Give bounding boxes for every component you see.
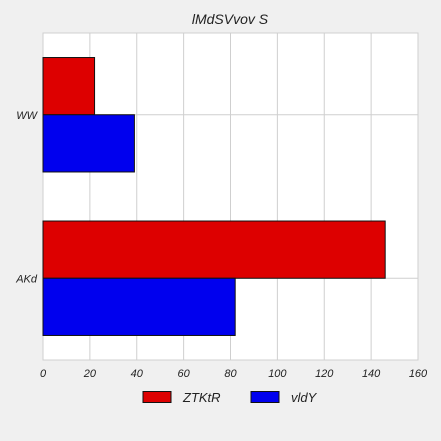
legend-label-vldY: vldY [291, 390, 318, 405]
chart-title: lMdSVvov S [192, 11, 269, 27]
legend-label-ZTKtR: ZTKtR [182, 390, 221, 405]
x-tick-label: 80 [224, 368, 237, 380]
x-tick-label: 100 [268, 368, 287, 380]
x-tick-label: 0 [40, 368, 47, 380]
x-tick-label: 40 [131, 368, 144, 380]
y-tick-label: AKd [15, 273, 38, 285]
x-tick-label: 160 [409, 368, 428, 380]
legend-swatch-vldY [250, 391, 280, 403]
bar-ZTKtR-AKd [42, 220, 386, 279]
x-tick-label: 140 [362, 368, 381, 380]
bars [42, 57, 386, 336]
x-tick-label: 60 [178, 368, 191, 380]
legend: ZTKtR vldY [142, 390, 318, 405]
bar-ZTKtR-WW [42, 57, 96, 116]
x-tick-label: 120 [315, 368, 334, 380]
bar-vldY-WW [42, 114, 135, 173]
x-tick-label: 20 [83, 368, 97, 380]
x-axis-ticks: 0 20 40 60 80 100 120 140 160 [40, 368, 428, 380]
bar-vldY-AKd [42, 277, 236, 336]
y-tick-label: WW [16, 110, 38, 122]
legend-swatch-ZTKtR [142, 391, 172, 403]
y-axis-ticks: AKd WW [15, 110, 38, 286]
